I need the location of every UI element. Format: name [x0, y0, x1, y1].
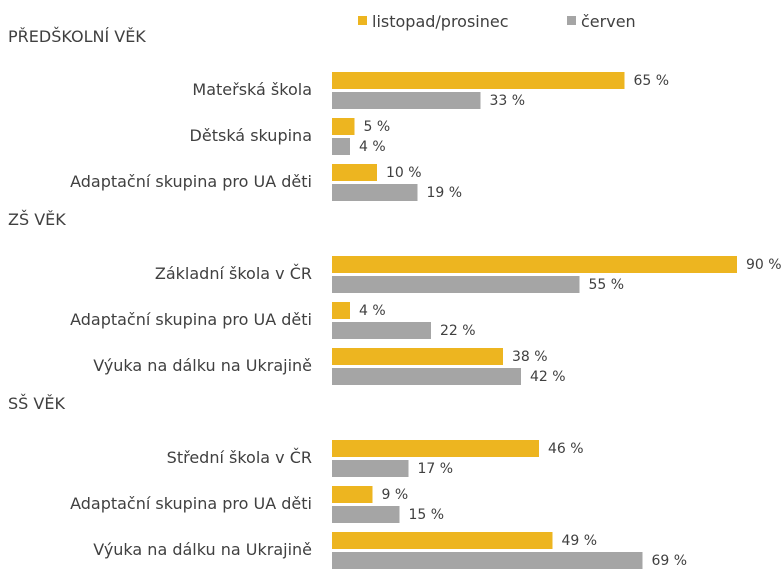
group-title: SŠ VĚK	[8, 394, 65, 413]
group-title: ZŠ VĚK	[8, 210, 66, 229]
category-row: Střední škola v ČR 46 % 17 %	[167, 440, 584, 477]
bar-listopad-prosinec	[332, 164, 377, 181]
category-label: Adaptační skupina pro UA děti	[70, 494, 312, 513]
bar-cerven	[332, 92, 481, 109]
data-label: 4 %	[359, 303, 386, 319]
category-row: Dětská skupina 5 % 4 %	[190, 118, 391, 155]
data-label: 46 %	[548, 441, 584, 457]
category-row: Adaptační skupina pro UA děti 4 % 22 %	[70, 302, 476, 339]
category-row: Mateřská škola 65 % 33 %	[192, 72, 669, 109]
bar-listopad-prosinec	[332, 532, 553, 549]
category-row: Adaptační skupina pro UA děti 10 % 19 %	[70, 164, 462, 201]
data-label: 33 %	[490, 93, 526, 109]
data-label: 49 %	[562, 533, 598, 549]
bar-cerven	[332, 460, 409, 477]
data-label: 19 %	[427, 185, 463, 201]
data-label: 90 %	[746, 257, 782, 273]
bar-cerven	[332, 368, 521, 385]
legend: listopad/prosinec červen	[358, 12, 636, 31]
bar-listopad-prosinec	[332, 302, 350, 319]
bar-listopad-prosinec	[332, 440, 539, 457]
group-1: PŘEDŠKOLNÍ VĚK Mateřská škola 65 % 33 % Děts…	[8, 27, 669, 201]
data-label: 15 %	[409, 507, 445, 523]
data-label: 38 %	[512, 349, 548, 365]
bar-cerven	[332, 276, 580, 293]
legend-label-1: listopad/prosinec	[372, 12, 509, 31]
bar-cerven	[332, 552, 643, 569]
category-row: Adaptační skupina pro UA děti 9 %15 %	[70, 486, 444, 523]
data-label: 69 %	[652, 553, 688, 569]
category-label: Výuka na dálku na Ukrajině	[93, 356, 312, 375]
group-2: ZŠ VĚK Základní škola v ČR 90 % 55 % Adaptač…	[8, 210, 782, 385]
category-row: Výuka na dálku na Ukrajině 38 % 42 %	[93, 348, 566, 385]
bar-listopad-prosinec	[332, 118, 355, 135]
group-title: PŘEDŠKOLNÍ VĚK	[8, 27, 146, 46]
category-label: Adaptační skupina pro UA děti	[70, 310, 312, 329]
data-label: 5 %	[364, 119, 391, 135]
legend-swatch-1	[358, 16, 367, 25]
data-label: 42 %	[530, 369, 566, 385]
group-3: SŠ VĚK Střední škola v ČR 46 % 17 % Adaptačn…	[8, 394, 687, 569]
bar-listopad-prosinec	[332, 72, 625, 89]
category-label: Základní škola v ČR	[155, 264, 312, 283]
bar-cerven	[332, 322, 431, 339]
bar-cerven	[332, 138, 350, 155]
data-label: 10 %	[386, 165, 422, 181]
category-label: Adaptační skupina pro UA děti	[70, 172, 312, 191]
data-label: 4 %	[359, 139, 386, 155]
legend-label-2: červen	[581, 12, 636, 31]
category-label: Mateřská škola	[192, 80, 312, 99]
bar-cerven	[332, 506, 400, 523]
data-label: 22 %	[440, 323, 476, 339]
bar-cerven	[332, 184, 418, 201]
category-label: Dětská skupina	[190, 126, 312, 145]
data-label: 65 %	[634, 73, 670, 89]
bar-listopad-prosinec	[332, 256, 737, 273]
legend-swatch-2	[567, 16, 576, 25]
chart-groups: PŘEDŠKOLNÍ VĚK Mateřská škola 65 % 33 % Děts…	[8, 27, 782, 569]
category-row: Základní škola v ČR 90 % 55 %	[155, 256, 782, 293]
category-label: Střední škola v ČR	[167, 448, 312, 467]
data-label: 55 %	[589, 277, 625, 293]
bar-listopad-prosinec	[332, 486, 373, 503]
data-label: 9 %	[382, 487, 409, 503]
data-label: 17 %	[418, 461, 454, 477]
bar-listopad-prosinec	[332, 348, 503, 365]
category-label: Výuka na dálku na Ukrajině	[93, 540, 312, 559]
category-row: Výuka na dálku na Ukrajině 49 % 69 %	[93, 532, 687, 569]
